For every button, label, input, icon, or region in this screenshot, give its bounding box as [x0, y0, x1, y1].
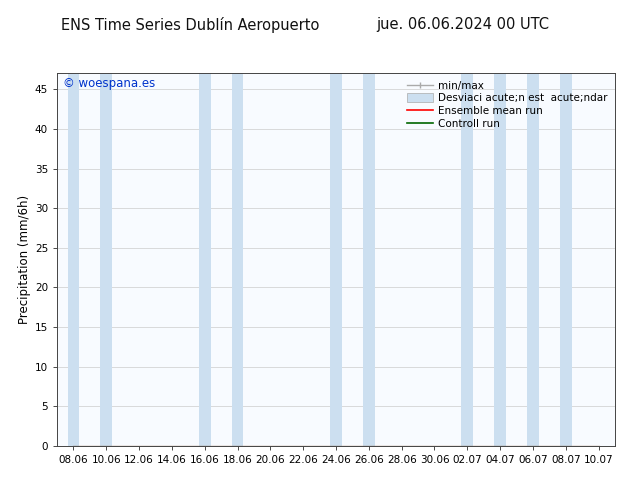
Legend: min/max, Desviaci acute;n est  acute;ndar, Ensemble mean run, Controll run: min/max, Desviaci acute;n est acute;ndar… [405, 79, 610, 131]
Bar [495, 74, 506, 446]
Bar [100, 74, 112, 446]
Text: jue. 06.06.2024 00 UTC: jue. 06.06.2024 00 UTC [377, 17, 549, 32]
Text: © woespana.es: © woespana.es [63, 77, 155, 90]
Bar [560, 74, 572, 446]
Bar [527, 74, 539, 446]
Bar [330, 74, 342, 446]
Bar [363, 74, 375, 446]
Text: ENS Time Series Dublín Aeropuerto: ENS Time Series Dublín Aeropuerto [61, 17, 320, 33]
Bar [68, 74, 79, 446]
Bar [231, 74, 243, 446]
Bar [199, 74, 210, 446]
Y-axis label: Precipitation (mm/6h): Precipitation (mm/6h) [18, 195, 30, 324]
Bar [462, 74, 473, 446]
